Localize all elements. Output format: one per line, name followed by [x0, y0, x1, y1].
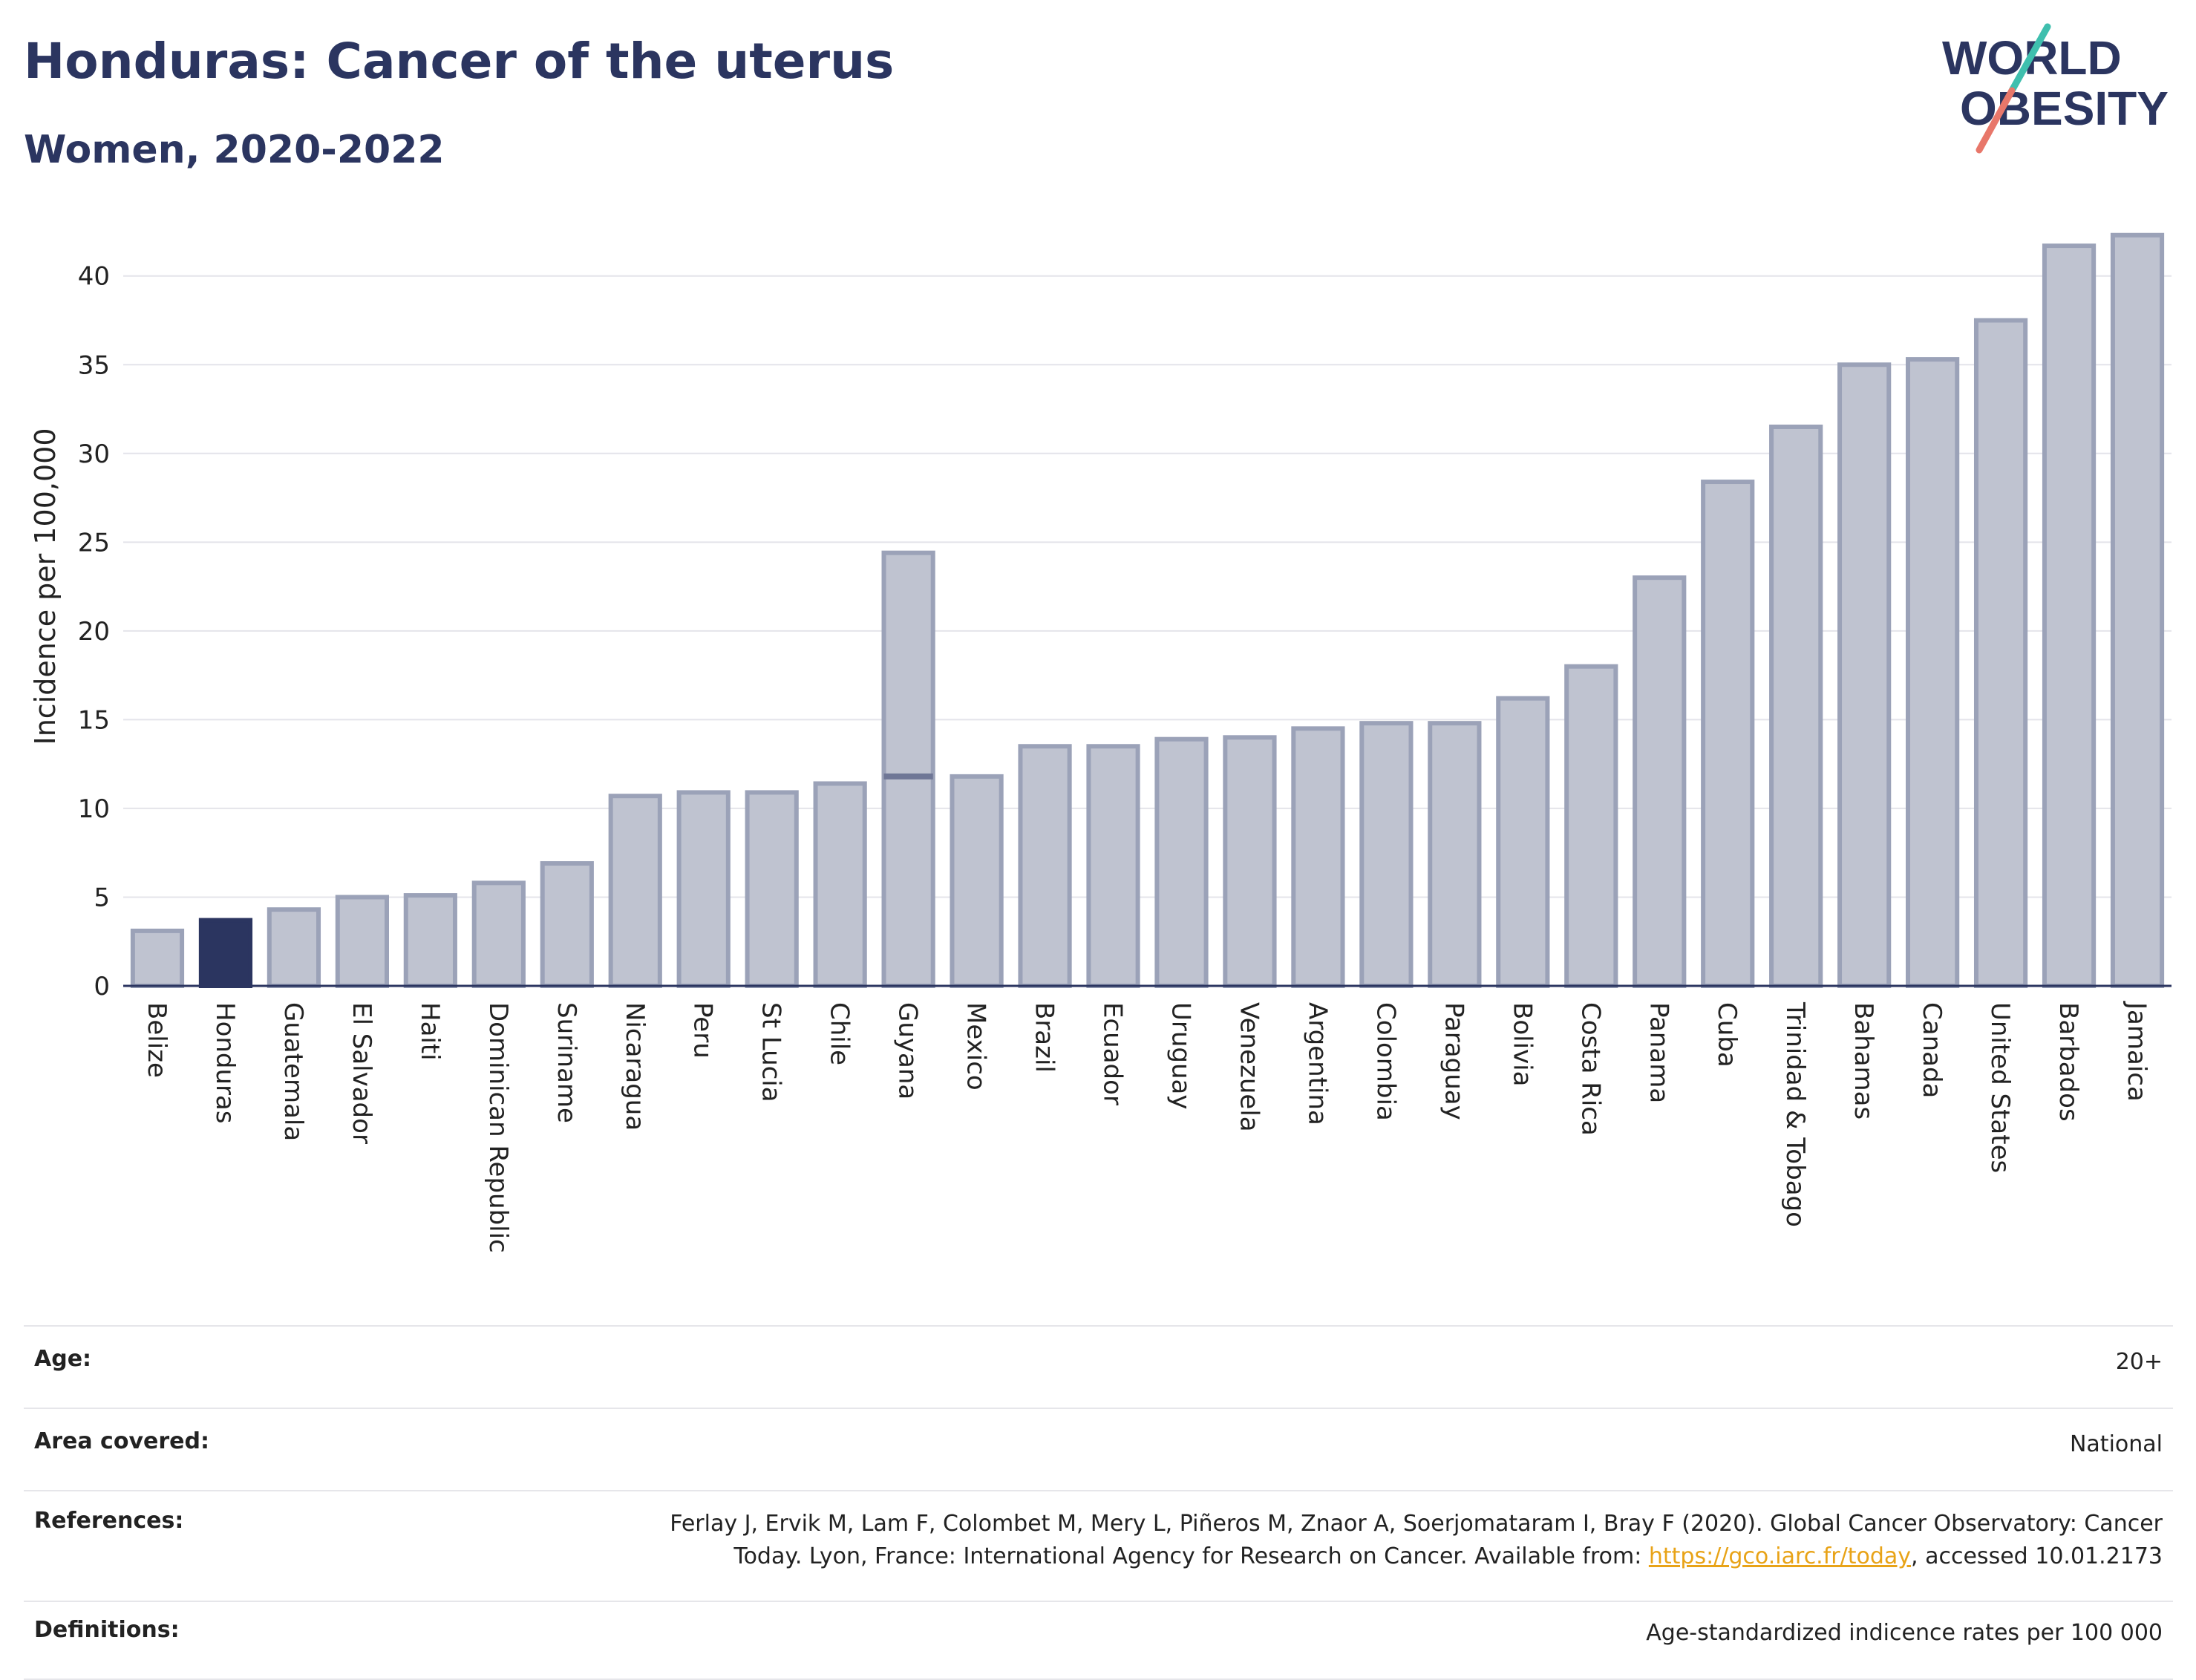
logo-slash-teal: [2008, 23, 2051, 94]
x-tick-label: Honduras: [210, 1002, 240, 1124]
x-tick-label: Colombia: [1370, 1002, 1400, 1121]
metadata-table: Age: 20+ Area covered: National Referenc…: [24, 1325, 2173, 1680]
bar-trinidad-tobago: [1769, 424, 1823, 988]
bar-united-states: [1973, 318, 2028, 989]
x-tick-label: Peru: [688, 1002, 718, 1059]
bar-dominican-republic: [471, 880, 526, 988]
bar-el-salvador: [335, 895, 389, 988]
bar-barbados: [2042, 243, 2097, 989]
x-tick-label: Haiti: [415, 1002, 445, 1061]
meta-row-age: Age: 20+: [24, 1325, 2173, 1408]
x-tick-label: Jamaica: [2122, 1001, 2151, 1102]
definitions-value: Age-standardized indicence rates per 100…: [480, 1601, 2173, 1680]
x-tick-label: Guyana: [893, 1002, 923, 1099]
x-tick-label: St Lucia: [756, 1002, 786, 1102]
bar-guyana: [881, 550, 935, 988]
bar-ecuador: [1086, 744, 1140, 988]
y-tick-label: 10: [78, 794, 110, 824]
bar-panama: [1633, 575, 1687, 988]
y-tick-label: 30: [78, 439, 110, 469]
x-tick-label: Venezuela: [1234, 1002, 1264, 1132]
bar-nicaragua: [608, 794, 662, 988]
x-tick-label: United States: [1985, 1002, 2015, 1173]
references-line1: Ferlay J, Ervik M, Lam F, Colombet M, Me…: [670, 1511, 2163, 1537]
meta-row-area: Area covered: National: [24, 1408, 2173, 1491]
x-tick-label: Costa Rica: [1575, 1002, 1605, 1136]
age-label: Age:: [24, 1325, 480, 1408]
x-tick-label: Suriname: [552, 1002, 581, 1123]
bar-belize: [130, 928, 185, 989]
age-value: 20+: [480, 1325, 2173, 1408]
x-tick-label: Bolivia: [1507, 1002, 1537, 1086]
x-tick-label: Panama: [1644, 1002, 1673, 1103]
y-tick-label: 0: [94, 972, 110, 1001]
bar-mexico: [950, 774, 1004, 989]
bar-st-lucia: [745, 790, 799, 988]
x-tick-label: El Salvador: [347, 1002, 376, 1144]
definitions-label: Definitions:: [24, 1601, 480, 1680]
axes: 0 5 10 15 20 25 30 35 40 Belize Honduras Guatemala E…: [78, 262, 2172, 1253]
x-tick-label: Ecuador: [1098, 1002, 1128, 1105]
bar-canada: [1906, 357, 1960, 988]
meta-row-references: References: Ferlay J, Ervik M, Lam F, Co…: [24, 1490, 2173, 1601]
references-line2-pre: Today. Lyon, France: International Agenc…: [733, 1543, 1649, 1569]
meta-row-definitions: Definitions: Age-standardized indicence …: [24, 1601, 2173, 1680]
x-tick-label: Belize: [142, 1002, 171, 1078]
bar-chart: 0 5 10 15 20 25 30 35 40 Belize Honduras Guatemala E…: [29, 232, 2172, 1253]
bar-cuba: [1701, 480, 1755, 988]
x-tick-label: Bahamas: [1849, 1002, 1878, 1120]
grid-lines: [123, 275, 2172, 898]
area-value: National: [480, 1408, 2173, 1491]
x-tick-label: Argentina: [1302, 1002, 1332, 1125]
y-tick-label: 5: [94, 883, 110, 912]
world-obesity-logo: WORLD OBESITY: [1942, 23, 2169, 154]
x-tick-label: Mexico: [961, 1002, 991, 1091]
x-tick-label: Brazil: [1030, 1002, 1059, 1073]
x-tick-label: Nicaragua: [620, 1002, 650, 1131]
chart-title: Honduras: Cancer of the uterus: [24, 33, 895, 90]
bar-costa-rica: [1564, 664, 1618, 989]
logo-slash-coral: [1976, 87, 2016, 154]
x-tick-label: Cuba: [1712, 1002, 1742, 1068]
references-link[interactable]: https://gco.iarc.fr/today: [1648, 1543, 1912, 1569]
y-tick-label: 15: [78, 705, 110, 735]
chart-subtitle: Women, 2020-2022: [24, 128, 445, 172]
bar-uruguay: [1154, 736, 1209, 988]
bar-honduras: [198, 918, 253, 988]
y-tick-label: 40: [78, 262, 110, 292]
y-axis-label: Incidence per 100,000: [29, 428, 62, 745]
bar-bolivia: [1496, 696, 1550, 988]
bar-suriname: [540, 861, 594, 989]
x-tick-label: Barbados: [2053, 1002, 2083, 1122]
references-label: References:: [24, 1490, 480, 1601]
x-tick-label: Uruguay: [1166, 1002, 1195, 1110]
bar-brazil: [1018, 744, 1072, 988]
references-value: Ferlay J, Ervik M, Lam F, Colombet M, Me…: [480, 1490, 2173, 1601]
references-line2-post: , accessed 10.01.2173: [1911, 1543, 2163, 1569]
bar-argentina: [1291, 726, 1345, 988]
bar-colombia: [1359, 721, 1414, 988]
x-tick-label: Chile: [825, 1002, 854, 1065]
y-tick-label: 35: [78, 350, 110, 380]
bar-guatemala: [267, 907, 321, 988]
x-tick-label: Trinidad & Tobago: [1780, 1001, 1810, 1227]
bar-venezuela: [1223, 735, 1277, 988]
bar-paraguay: [1428, 721, 1482, 988]
bar-chile: [813, 781, 867, 988]
x-tick-label: Guatemala: [278, 1002, 308, 1141]
bar-jamaica: [2110, 232, 2165, 989]
x-tick-label: Dominican Republic: [483, 1002, 513, 1253]
bar-haiti: [403, 893, 457, 989]
bar-bahamas: [1837, 362, 1892, 989]
x-tick-label: Paraguay: [1439, 1002, 1468, 1120]
bars: [130, 232, 2165, 989]
bar-peru: [676, 790, 731, 988]
y-tick-label: 25: [78, 528, 110, 558]
x-tick-label: Canada: [1917, 1002, 1947, 1098]
area-label: Area covered:: [24, 1408, 480, 1491]
y-tick-label: 20: [78, 617, 110, 647]
